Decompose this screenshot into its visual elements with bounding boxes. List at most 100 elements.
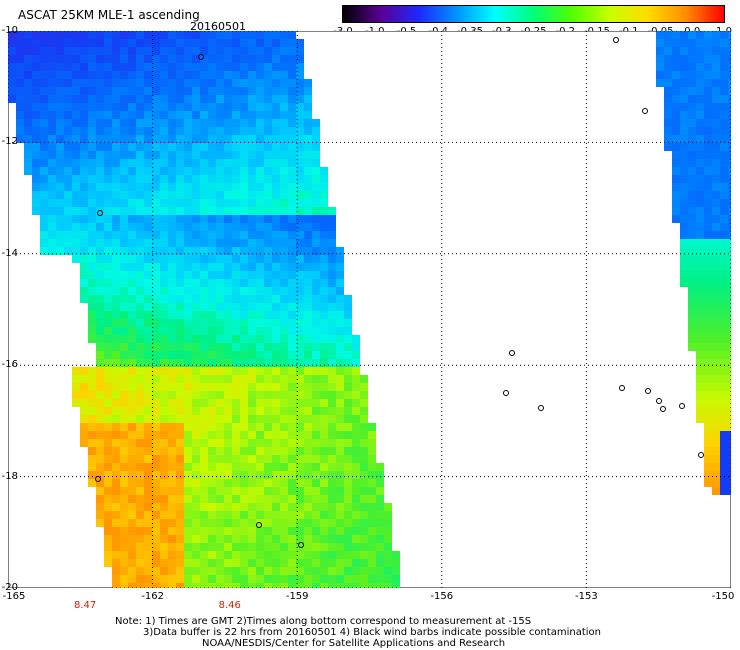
- swath-cell: [80, 135, 88, 143]
- swath-cell: [96, 63, 104, 71]
- swath-cell: [248, 191, 256, 199]
- swath-cell: [64, 135, 72, 143]
- swath-cell: [104, 247, 112, 255]
- swath-cell: [320, 423, 328, 431]
- swath-cell: [240, 519, 248, 527]
- swath-cell: [104, 255, 112, 263]
- swath-cell: [176, 503, 184, 511]
- swath-cell: [208, 367, 216, 375]
- swath-cell: [280, 415, 288, 423]
- swath-cell: [248, 487, 256, 495]
- swath-cell: [352, 551, 360, 559]
- swath-cell: [144, 55, 152, 63]
- swath-cell: [144, 111, 152, 119]
- swath-cell: [280, 567, 288, 575]
- swath-cell: [232, 223, 240, 231]
- swath-cell: [256, 143, 264, 151]
- swath-cell: [96, 223, 104, 231]
- swath-cell: [328, 327, 336, 335]
- swath-cell: [120, 535, 128, 543]
- swath-cell: [352, 583, 360, 588]
- swath-cell: [240, 431, 248, 439]
- swath-cell: [280, 191, 288, 199]
- swath-cell: [168, 327, 176, 335]
- swath-cell: [192, 375, 200, 383]
- swath-cell: [136, 247, 144, 255]
- swath-cell: [360, 551, 368, 559]
- swath-cell: [40, 175, 48, 183]
- swath-cell: [120, 295, 128, 303]
- swath-cell: [384, 535, 392, 543]
- swath-cell: [160, 31, 168, 39]
- swath-cell: [280, 367, 288, 375]
- swath-cell: [160, 71, 168, 79]
- swath-cell: [208, 351, 216, 359]
- swath-cell: [712, 255, 720, 263]
- swath-cell: [712, 199, 720, 207]
- swath-cell: [192, 519, 200, 527]
- swath-cell: [128, 527, 136, 535]
- swath-cell: [320, 247, 328, 255]
- swath-cell: [288, 175, 296, 183]
- swath-cell: [112, 287, 120, 295]
- swath-cell: [288, 511, 296, 519]
- swath-cell: [160, 199, 168, 207]
- swath-cell: [208, 79, 216, 87]
- swath-cell: [296, 351, 304, 359]
- swath-cell: [184, 383, 192, 391]
- swath-cell: [232, 231, 240, 239]
- swath-cell: [144, 271, 152, 279]
- swath-cell: [240, 439, 248, 447]
- swath-cell: [184, 407, 192, 415]
- swath-cell: [344, 519, 352, 527]
- swath-cell: [80, 423, 88, 431]
- swath-cell: [288, 87, 296, 95]
- swath-cell: [80, 207, 88, 215]
- swath-cell: [144, 455, 152, 463]
- swath-cell: [336, 319, 344, 327]
- swath-cell: [248, 567, 256, 575]
- swath-cell: [64, 55, 72, 63]
- swath-cell: [336, 303, 344, 311]
- swath-cell: [184, 559, 192, 567]
- swath-cell: [328, 335, 336, 343]
- swath-cell: [720, 415, 728, 423]
- swath-cell: [192, 495, 200, 503]
- swath-cell: [264, 511, 272, 519]
- swath-cell: [352, 399, 360, 407]
- swath-cell: [696, 207, 704, 215]
- swath-cell: [240, 287, 248, 295]
- swath-cell: [712, 263, 720, 271]
- swath-cell: [320, 287, 328, 295]
- swath-cell: [296, 47, 304, 55]
- swath-cell: [240, 135, 248, 143]
- swath-cell: [256, 263, 264, 271]
- swath-cell: [136, 511, 144, 519]
- swath-cell: [48, 215, 56, 223]
- swath-cell: [240, 583, 248, 588]
- swath-cell: [80, 263, 88, 271]
- swath-cell: [712, 175, 720, 183]
- swath-cell: [264, 375, 272, 383]
- swath-cell: [104, 551, 112, 559]
- swath-cell: [312, 439, 320, 447]
- swath-cell: [704, 367, 712, 375]
- swath-cell: [704, 295, 712, 303]
- swath-cell: [680, 103, 688, 111]
- swath-cell: [176, 247, 184, 255]
- swath-cell: [216, 335, 224, 343]
- swath-cell: [64, 175, 72, 183]
- swath-cell: [152, 95, 160, 103]
- swath-cell: [680, 31, 688, 39]
- swath-cell: [192, 159, 200, 167]
- swath-cell: [96, 495, 104, 503]
- swath-cell: [720, 103, 728, 111]
- swath-cell: [672, 135, 680, 143]
- swath-cell: [40, 119, 48, 127]
- swath-cell: [200, 415, 208, 423]
- swath-cell: [152, 359, 160, 367]
- swath-cell: [168, 111, 176, 119]
- swath-cell: [152, 351, 160, 359]
- swath-cell: [272, 503, 280, 511]
- swath-cell: [120, 151, 128, 159]
